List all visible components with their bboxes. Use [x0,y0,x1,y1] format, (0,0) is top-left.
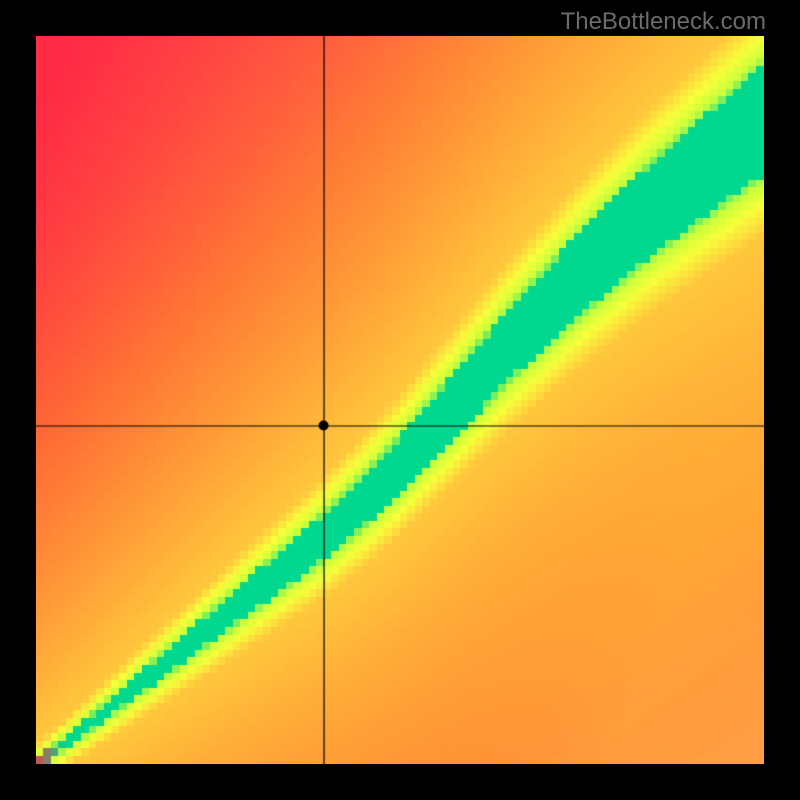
chart-stage: TheBottleneck.com [0,0,800,800]
watermark-text: TheBottleneck.com [561,8,766,36]
bottleneck-heatmap [36,36,764,764]
